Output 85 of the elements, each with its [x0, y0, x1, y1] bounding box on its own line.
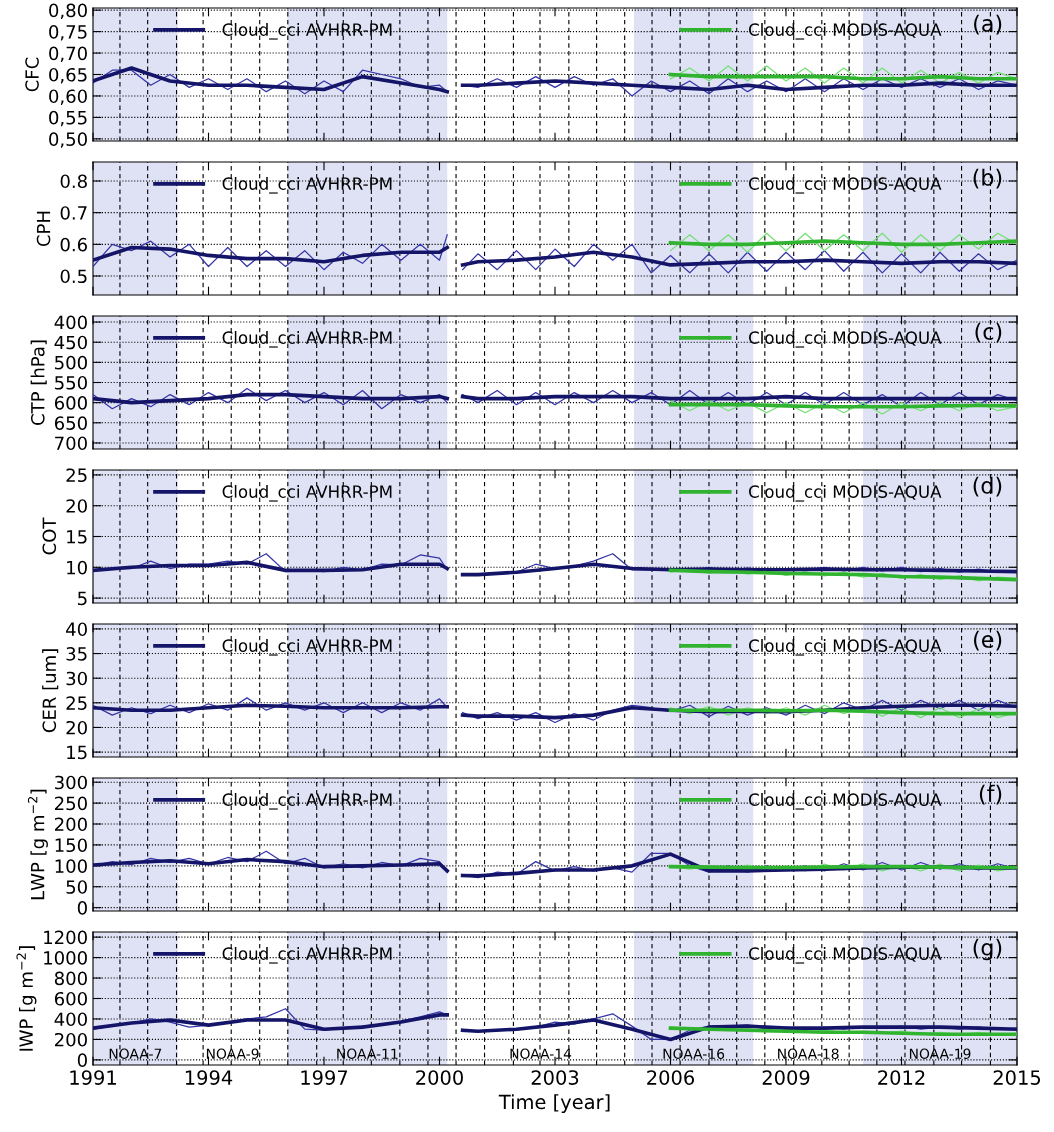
legend-label: Cloud_cci AVHRR-PM	[222, 485, 392, 502]
y-axis-title: IWP [g m$^{−2}$]	[16, 946, 37, 1051]
x-tick-label: 1994	[185, 1070, 233, 1085]
x-tick-label: 2000	[416, 1070, 463, 1085]
y-tick-label: 0,50	[49, 132, 87, 148]
legend-label: Cloud_cci MODIS-AQUA	[748, 177, 942, 194]
y-tick-label: 25	[66, 696, 87, 710]
y-tick-label: 0.5	[60, 269, 87, 284]
y-tick-label: 100	[55, 859, 87, 873]
y-tick-label: 10	[67, 560, 87, 575]
band-label: NOAA-7	[109, 1048, 162, 1059]
y-tick-label: 450	[54, 335, 87, 350]
y-tick-label: 650	[54, 416, 87, 430]
annotation: NOAA-14	[510, 1048, 572, 1059]
x-tick-label: 1997	[301, 1070, 348, 1085]
x-axis-title: Time [year]	[498, 1094, 610, 1114]
x-tick-label: 2012	[878, 1070, 925, 1085]
y-axis-title: LWP [g m$^{−2}$]	[27, 789, 48, 900]
y-tick-label: 700	[55, 436, 87, 451]
x-tick-label: 2015	[993, 1070, 1041, 1085]
y-tick-label: 500	[55, 355, 87, 370]
y-tick-label: 25	[66, 468, 87, 483]
legend-label: Cloud_cci AVHRR-PM	[222, 639, 392, 656]
legend-label: Cloud_cci AVHRR-PM	[222, 177, 392, 194]
legend-label: Cloud_cci AVHRR-PM	[222, 23, 392, 40]
annotation: NOAA-9	[206, 1048, 259, 1059]
y-tick-label: 0,80	[49, 3, 87, 20]
legend-label: Cloud_cci MODIS-AQUA	[748, 23, 942, 40]
y-axis-title: CFC	[25, 57, 39, 92]
legend-label: Cloud_cci AVHRR-PM	[222, 947, 392, 964]
annotation: (b)	[973, 168, 1002, 189]
y-axis-title: CPH	[36, 211, 51, 247]
band-label: NOAA-11	[337, 1048, 398, 1059]
y-tick-label: 0,60	[49, 89, 87, 105]
y-tick-label: 0.6	[60, 237, 87, 252]
y-tick-label: 35	[66, 647, 87, 661]
y-tick-label: 5	[78, 591, 87, 606]
legend-label: Cloud_cci MODIS-AQUA	[748, 793, 942, 810]
y-tick-label: 1200	[44, 930, 87, 945]
y-tick-label: 200	[55, 817, 87, 832]
band-label: NOAA-19	[909, 1048, 971, 1059]
annotation: (c)	[975, 322, 1002, 343]
annotation: NOAA-18	[778, 1048, 839, 1059]
y-tick-label: 0.8	[60, 174, 87, 189]
legend-label: Cloud_cci AVHRR-PM	[222, 331, 392, 348]
y-tick-label: 0	[77, 1053, 87, 1067]
y-tick-label: 50	[66, 880, 87, 894]
y-tick-label: 550	[55, 375, 87, 390]
y-tick-label: 200	[55, 1032, 87, 1047]
y-tick-label: 0,55	[49, 110, 87, 127]
legend-label: Cloud_cci MODIS-AQUA	[748, 947, 942, 964]
y-tick-label: 0	[77, 901, 87, 915]
y-tick-label: 0,65	[49, 67, 87, 84]
band-label: NOAA-16	[663, 1048, 725, 1059]
y-tick-label: 400	[54, 1012, 87, 1027]
x-tick-label: 2003	[531, 1070, 579, 1085]
y-tick-label: 15	[67, 745, 87, 760]
y-tick-label: 600	[54, 991, 87, 1006]
y-tick-label: 300	[55, 775, 87, 790]
y-tick-label: 20	[66, 720, 87, 735]
x-tick-label: 1991	[70, 1070, 116, 1085]
y-tick-label: 1000	[44, 951, 87, 965]
y-axis-title: COT	[42, 517, 57, 555]
y-tick-label: 600	[54, 396, 87, 410]
y-tick-label: 30	[66, 671, 87, 686]
annotation: (a)	[974, 14, 1002, 35]
legend-label: Cloud_cci MODIS-AQUA	[748, 485, 942, 502]
y-tick-label: 800	[54, 971, 87, 986]
y-tick-label: 150	[55, 838, 87, 853]
x-tick-label: 2009	[762, 1070, 810, 1085]
legend-label: Cloud_cci AVHRR-PM	[222, 793, 392, 810]
y-tick-label: 0,70	[49, 46, 87, 63]
y-tick-label: 40	[66, 622, 87, 637]
x-tick-label: 2006	[647, 1070, 695, 1085]
legend-label: Cloud_cci MODIS-AQUA	[748, 331, 942, 348]
legend-label: Cloud_cci MODIS-AQUA	[748, 639, 942, 656]
y-axis-title: CER [um]	[42, 649, 59, 733]
y-tick-label: 15	[67, 530, 87, 544]
y-tick-label: 400	[54, 315, 87, 330]
y-tick-label: 0,75	[49, 25, 87, 41]
y-tick-label: 0.7	[60, 206, 87, 220]
annotation: (e)	[974, 630, 1002, 651]
y-tick-label: 20	[66, 499, 87, 513]
y-tick-label: 250	[55, 796, 87, 811]
y-axis-title: CTP [hPa]	[30, 340, 47, 425]
